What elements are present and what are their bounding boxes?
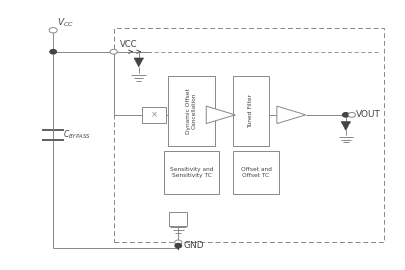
Text: Dynamic Offset
Cancellation: Dynamic Offset Cancellation bbox=[186, 88, 197, 134]
Text: $C_{BYPASS}$: $C_{BYPASS}$ bbox=[63, 129, 91, 141]
Text: GND: GND bbox=[183, 241, 204, 250]
Text: Sensitivity and
Sensitivity TC: Sensitivity and Sensitivity TC bbox=[170, 167, 213, 178]
Bar bbox=[233, 76, 269, 146]
Circle shape bbox=[110, 49, 117, 54]
Polygon shape bbox=[134, 58, 143, 67]
Text: VOUT: VOUT bbox=[356, 110, 381, 119]
Text: VCC: VCC bbox=[120, 39, 137, 49]
Text: Tuned Filter: Tuned Filter bbox=[248, 94, 254, 128]
Circle shape bbox=[175, 240, 182, 245]
Bar bbox=[169, 212, 187, 226]
Bar bbox=[164, 151, 219, 194]
Bar bbox=[168, 76, 215, 146]
Bar bbox=[114, 28, 384, 242]
Text: Offset and
Offset TC: Offset and Offset TC bbox=[241, 167, 271, 178]
Polygon shape bbox=[206, 106, 235, 124]
Bar bbox=[143, 107, 166, 123]
Text: ×: × bbox=[151, 110, 158, 119]
Circle shape bbox=[175, 244, 181, 248]
Circle shape bbox=[343, 113, 349, 117]
Polygon shape bbox=[341, 122, 350, 130]
Circle shape bbox=[348, 112, 356, 117]
Circle shape bbox=[50, 50, 56, 54]
Text: $V_{CC}$: $V_{CC}$ bbox=[57, 16, 74, 29]
Circle shape bbox=[49, 28, 57, 33]
Polygon shape bbox=[277, 106, 306, 124]
Bar bbox=[233, 151, 279, 194]
